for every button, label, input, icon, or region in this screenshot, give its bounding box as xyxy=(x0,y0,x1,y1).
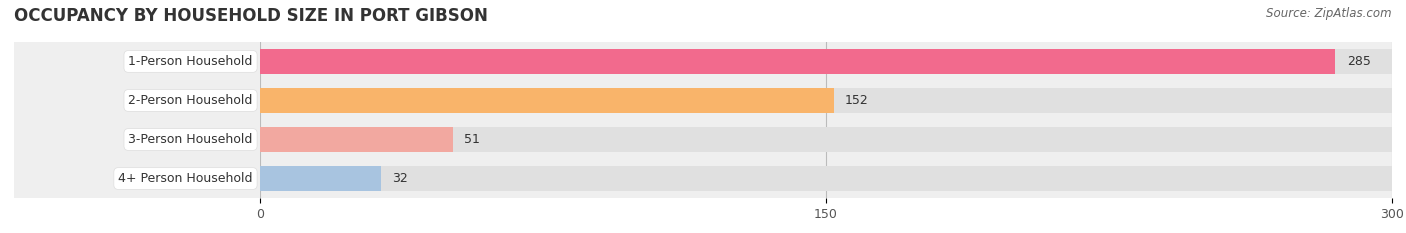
Bar xyxy=(260,166,1392,191)
Text: 285: 285 xyxy=(1347,55,1371,68)
Bar xyxy=(14,159,260,198)
Bar xyxy=(260,88,834,113)
Text: 2-Person Household: 2-Person Household xyxy=(128,94,253,107)
Text: 4+ Person Household: 4+ Person Household xyxy=(118,172,253,185)
Bar xyxy=(260,42,1392,81)
Bar xyxy=(260,166,381,191)
Text: Source: ZipAtlas.com: Source: ZipAtlas.com xyxy=(1267,7,1392,20)
Bar xyxy=(260,49,1392,74)
Bar xyxy=(260,159,1392,198)
Text: 152: 152 xyxy=(845,94,869,107)
Bar xyxy=(260,88,1392,113)
Bar xyxy=(260,120,1392,159)
Bar xyxy=(260,81,1392,120)
Bar xyxy=(260,127,453,152)
Text: OCCUPANCY BY HOUSEHOLD SIZE IN PORT GIBSON: OCCUPANCY BY HOUSEHOLD SIZE IN PORT GIBS… xyxy=(14,7,488,25)
Text: 3-Person Household: 3-Person Household xyxy=(128,133,253,146)
Bar xyxy=(14,42,260,81)
Text: 51: 51 xyxy=(464,133,479,146)
Bar xyxy=(14,120,260,159)
Bar xyxy=(14,81,260,120)
Text: 1-Person Household: 1-Person Household xyxy=(128,55,253,68)
Bar xyxy=(260,127,1392,152)
Bar xyxy=(260,49,1336,74)
Text: 32: 32 xyxy=(392,172,408,185)
